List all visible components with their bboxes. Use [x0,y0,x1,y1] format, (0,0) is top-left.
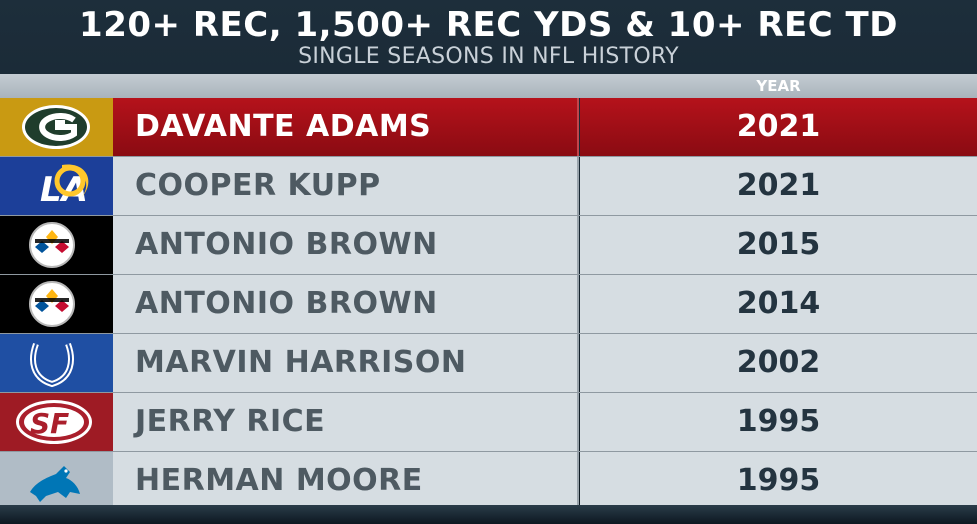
rams-logo: LA [0,157,113,215]
steelers-logo [0,216,113,274]
svg-text:SF: SF [30,407,69,440]
graphic-subtitle: SINGLE SEASONS IN NFL HISTORY [298,44,679,69]
graphic-title: 120+ REC, 1,500+ REC YDS & 10+ REC TD [79,5,898,45]
player-name: ANTONIO BROWN [113,216,579,274]
table-row: MARVIN HARRISON 2002 [0,334,977,393]
bottom-bar [0,505,977,524]
player-table: DAVANTE ADAMS 2021 LA COOPER KUPP 2021 [0,98,977,511]
table-row: SF JERRY RICE 1995 [0,393,977,452]
season-year: 2014 [580,275,977,333]
colts-logo [0,334,113,392]
table-row: ANTONIO BROWN 2014 [0,275,977,334]
player-name: ANTONIO BROWN [113,275,579,333]
season-year: 2021 [580,98,977,156]
table-row: DAVANTE ADAMS 2021 [0,98,977,157]
season-year: 2002 [580,334,977,392]
table-row: ANTONIO BROWN 2015 [0,216,977,275]
table-row: HERMAN MOORE 1995 [0,452,977,511]
player-name: JERRY RICE [113,393,579,451]
steelers-logo [0,275,113,333]
season-year: 2021 [580,157,977,215]
player-name: HERMAN MOORE [113,452,579,510]
season-year: 1995 [580,452,977,510]
player-name: DAVANTE ADAMS [113,98,579,156]
column-header-bar: YEAR [0,74,977,98]
packers-logo [0,98,113,156]
player-name: MARVIN HARRISON [113,334,579,392]
table-row: LA COOPER KUPP 2021 [0,157,977,216]
season-year: 1995 [580,393,977,451]
player-name: COOPER KUPP [113,157,579,215]
year-column-header: YEAR [756,77,801,95]
header: 120+ REC, 1,500+ REC YDS & 10+ REC TD SI… [0,0,977,74]
lions-logo [0,452,113,510]
49ers-logo: SF [0,393,113,451]
season-year: 2015 [580,216,977,274]
